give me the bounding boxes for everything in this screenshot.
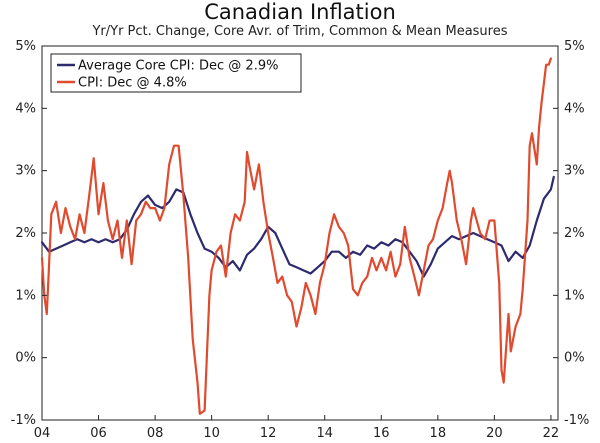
y-tick-label-left: -1% (11, 413, 36, 428)
legend: Average Core CPI: Dec @ 2.9% CPI: Dec @ 4… (50, 53, 302, 93)
y-tick-label-right: -1% (564, 413, 589, 428)
y-tick-label-right: 2% (564, 226, 585, 241)
x-tick-label: 14 (316, 426, 333, 441)
x-tick-label: 20 (486, 426, 503, 441)
chart-title: Canadian Inflation (204, 0, 396, 24)
x-tick-label: 04 (34, 426, 51, 441)
x-tick-label: 12 (260, 426, 277, 441)
x-tick-label: 16 (373, 426, 390, 441)
y-tick-label-left: 5% (15, 39, 36, 54)
x-tick-label: 06 (90, 426, 107, 441)
y-tick-label-right: 1% (564, 288, 585, 303)
series-line-cpi (40, 57, 552, 415)
y-tick-label-left: 2% (15, 226, 36, 241)
y-tick-label-left: 4% (15, 101, 36, 116)
y-tick-label-right: 5% (564, 39, 585, 54)
legend-label: CPI: Dec @ 4.8% (78, 76, 187, 91)
y-tick-label-left: 3% (15, 164, 36, 179)
x-tick-label: 18 (430, 426, 447, 441)
legend-box (50, 53, 302, 93)
legend-label: Average Core CPI: Dec @ 2.9% (78, 59, 278, 74)
x-tick-label: 08 (147, 426, 164, 441)
chart-subtitle: Yr/Yr Pct. Change, Core Avr. of Trim, Co… (92, 24, 508, 39)
y-tick-label-right: 4% (564, 101, 585, 116)
y-tick-label-left: 1% (15, 288, 36, 303)
y-tick-label-left: 0% (15, 351, 36, 366)
y-tick-label-right: 0% (564, 351, 585, 366)
x-tick-label: 10 (203, 426, 220, 441)
y-tick-label-right: 3% (564, 164, 585, 179)
x-tick-label: 22 (543, 426, 560, 441)
